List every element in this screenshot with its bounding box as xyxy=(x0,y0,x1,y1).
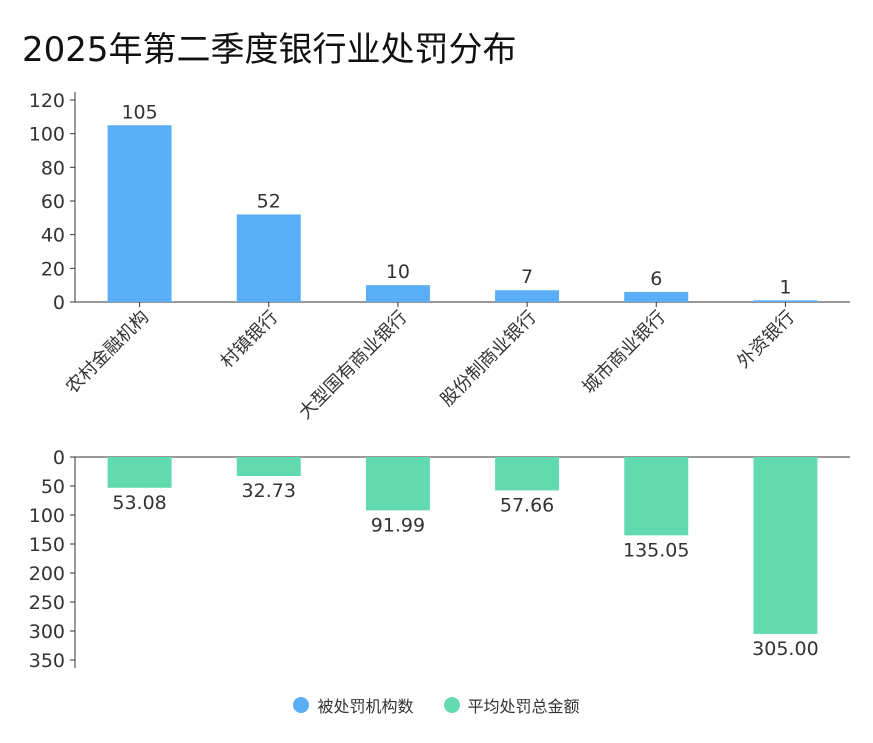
top-bar-value-label: 1 xyxy=(779,276,791,298)
bottom-bar-value-label: 91.99 xyxy=(371,514,425,536)
bottom-y-tick-label: 150 xyxy=(29,534,65,556)
top-bar-value-label: 52 xyxy=(257,190,281,212)
chart-title: 2025年第二季度银行业处罚分布 xyxy=(22,30,517,70)
bottom-y-tick-label: 250 xyxy=(29,592,65,614)
top-bar xyxy=(107,125,172,302)
x-category-label: 大型国有商业银行 xyxy=(295,307,412,424)
bottom-bar-value-label: 305.00 xyxy=(752,638,818,660)
legend-item-amount[interactable]: 平均处罚总金额 xyxy=(443,693,580,717)
bottom-bar xyxy=(753,457,818,634)
top-bar-value-label: 10 xyxy=(386,261,410,283)
bottom-bar xyxy=(236,457,301,476)
legend-item-count[interactable]: 被处罚机构数 xyxy=(293,693,414,717)
bottom-bar xyxy=(495,457,560,491)
legend-marker-count xyxy=(293,697,310,713)
top-bar xyxy=(236,214,301,302)
top-y-tick-label: 60 xyxy=(41,191,65,213)
top-bar xyxy=(365,285,430,302)
bottom-bar-value-label: 32.73 xyxy=(242,480,296,502)
legend-marker-amount xyxy=(443,697,460,713)
x-category-label: 股份制商业银行 xyxy=(437,307,541,411)
top-bar xyxy=(624,291,689,302)
top-bar xyxy=(495,290,560,302)
top-y-tick-label: 100 xyxy=(29,124,65,146)
top-bar-value-label: 6 xyxy=(650,268,662,290)
top-y-tick-label: 40 xyxy=(41,225,65,247)
legend: 被处罚机构数 平均处罚总金额 xyxy=(0,693,873,717)
x-category-label: 村镇银行 xyxy=(217,307,283,373)
bottom-y-tick-label: 300 xyxy=(29,621,65,643)
bottom-bar xyxy=(107,457,172,488)
bottom-bar-value-label: 53.08 xyxy=(112,492,166,514)
x-category-label: 城市商业银行 xyxy=(579,307,670,398)
top-y-tick-label: 20 xyxy=(41,258,65,280)
legend-label-amount: 平均处罚总金额 xyxy=(467,697,580,716)
bottom-y-tick-label: 100 xyxy=(29,505,65,527)
bottom-y-tick-label: 350 xyxy=(29,650,65,672)
bottom-y-tick-label: 0 xyxy=(53,447,65,469)
top-bar xyxy=(753,300,818,302)
top-y-tick-label: 80 xyxy=(41,157,65,179)
x-category-label: 外资银行 xyxy=(733,307,799,373)
top-y-tick-label: 120 xyxy=(29,90,65,112)
bottom-y-tick-label: 200 xyxy=(29,563,65,585)
legend-label-count: 被处罚机构数 xyxy=(317,697,414,716)
top-bar-value-label: 7 xyxy=(521,266,533,288)
top-y-tick-label: 0 xyxy=(53,292,65,314)
x-category-label: 农村金融机构 xyxy=(62,307,153,398)
bottom-bar-value-label: 57.66 xyxy=(500,494,554,516)
bottom-y-tick-label: 50 xyxy=(41,476,65,498)
bottom-bar xyxy=(624,457,689,536)
top-bar-value-label: 105 xyxy=(121,101,157,123)
bottom-bar xyxy=(365,457,430,511)
bottom-bar-value-label: 135.05 xyxy=(623,539,689,561)
